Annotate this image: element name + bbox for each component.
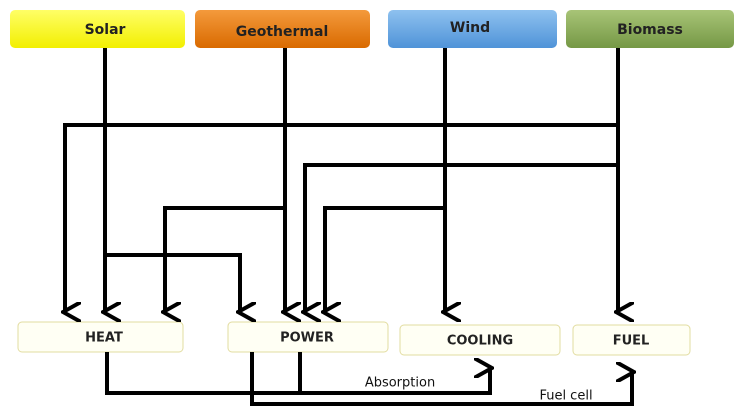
source-box xyxy=(388,10,557,48)
source-label: Solar xyxy=(85,22,126,38)
conversion-label: Absorption xyxy=(365,376,435,391)
arrow xyxy=(250,352,632,406)
arrow xyxy=(105,253,240,312)
output-label: COOLING xyxy=(447,334,513,349)
source-label: Wind xyxy=(450,20,490,36)
output-box xyxy=(17,321,184,353)
conversion-label: Fuel cell xyxy=(539,389,592,404)
output-label: FUEL xyxy=(613,334,650,349)
output-box xyxy=(227,321,389,353)
output-boxes: HEAT POWER COOLING FUEL xyxy=(17,321,691,356)
output-box xyxy=(572,324,691,356)
output-label: HEAT xyxy=(85,331,123,346)
arrow xyxy=(325,206,445,312)
arrow xyxy=(165,206,285,312)
source-box xyxy=(195,10,370,48)
arrow xyxy=(305,163,618,312)
source-label: Biomass xyxy=(617,22,683,38)
source-label: Geothermal xyxy=(236,24,329,40)
source-box xyxy=(566,10,734,48)
output-box xyxy=(399,324,561,356)
flows xyxy=(65,48,632,406)
output-label: POWER xyxy=(280,331,334,346)
arrow xyxy=(65,123,618,312)
source-boxes: Solar Geothermal Wind Biomass xyxy=(10,10,734,48)
source-box xyxy=(10,10,185,48)
